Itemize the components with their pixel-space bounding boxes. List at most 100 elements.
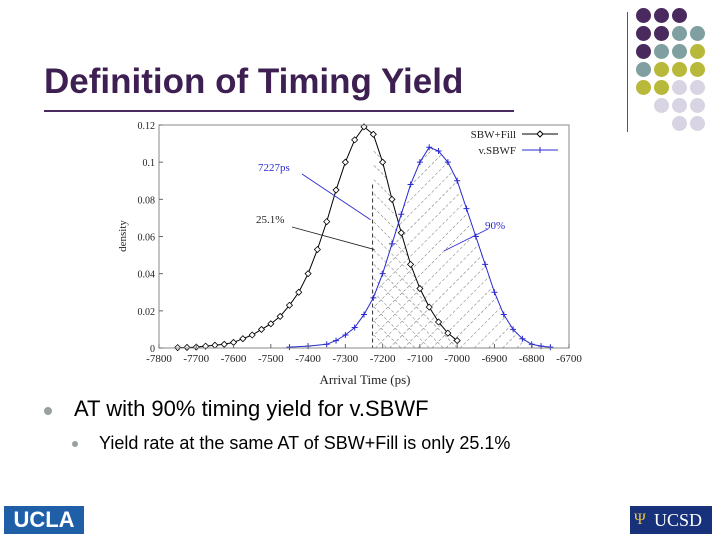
data-point [425,303,433,311]
x-tick-label: -7500 [258,353,284,365]
data-point [351,136,359,144]
decor-dot [672,26,687,41]
x-axis-label: Arrival Time (ps) [320,372,411,387]
data-point [435,148,442,155]
data-point [416,284,424,293]
data-point [369,130,377,138]
bullet-text-2: Yield rate at the same AT of SBW+Fill is… [99,433,511,453]
data-point [295,288,303,296]
data-point [519,335,526,342]
x-tick-label: -6800 [519,353,545,365]
decor-vertical-rule [627,12,628,132]
data-point [491,289,498,296]
decor-dot [636,62,651,77]
decor-dot [654,62,669,77]
decor-dot [654,26,669,41]
decor-dot [654,8,669,23]
data-point [248,331,256,339]
data-point [323,341,330,348]
data-point [388,195,396,203]
legend-marker [536,130,544,138]
data-point [202,342,210,350]
decor-dot [672,80,687,95]
data-point [510,326,517,333]
data-point [370,294,377,301]
data-point [211,341,219,349]
data-point [360,123,368,131]
data-point [341,158,349,166]
data-point [286,344,293,351]
decor-dot [636,80,651,95]
annotation-25pct: 25.1% [256,214,284,226]
slide-title: Definition of Timing Yield [44,62,464,101]
legend-label: v.SBWF [479,145,517,157]
data-point [276,312,284,320]
data-point [416,159,423,166]
x-tick-label: -7200 [370,353,396,365]
y-tick-label: 0 [150,344,155,355]
decor-dot [690,62,705,77]
y-axis-label: density [117,220,129,252]
decor-dot [654,98,669,113]
decor-dot [672,8,687,23]
y-tick-label: 0.04 [138,270,156,281]
x-tick-label: -7700 [183,353,209,365]
hatched-area-sbwfill [373,134,458,348]
data-point [313,245,321,254]
annotation-7227ps: 7227ps [258,162,290,174]
data-point [547,344,554,351]
y-tick-label: 0.08 [138,195,156,206]
x-tick-label: -6700 [556,353,582,365]
data-point [304,270,312,278]
density-chart: -7800 -7700 -7600 -7500 -7400 -7300 -7200 -7100… [117,121,582,387]
decor-dot [654,44,669,59]
data-point [332,186,340,194]
trident-icon: Ψ [634,511,646,528]
x-tick-label: -6900 [482,353,508,365]
decor-dot [636,44,651,59]
annotation-leader [443,228,489,252]
data-point [342,331,349,338]
data-point [444,159,451,166]
data-point [239,335,247,343]
data-point [407,260,415,268]
data-point [453,337,461,345]
annotation-leader [301,173,371,221]
data-point [500,311,507,318]
bullet-text-1: AT with 90% timing yield for v.SBWF [74,396,429,421]
decor-dot [690,98,705,113]
x-tick-label: -7000 [444,353,470,365]
y-tick-label: 0.1 [143,158,156,169]
x-tick-label: -7600 [221,353,247,365]
data-point [398,211,405,218]
x-tick-label: -7100 [407,353,433,365]
x-tick-label: -7800 [146,353,172,365]
decor-dot [672,98,687,113]
data-point [379,270,386,277]
ucsd-logo-text: UCSD [654,510,703,530]
bullet-marker-2 [72,441,78,447]
data-point [379,158,387,166]
data-point [285,301,294,309]
data-point [463,205,470,212]
y-tick-label: 0.12 [138,121,156,132]
data-point [397,229,405,237]
annotation-90pct: 90% [485,220,505,232]
legend-label: SBW+Fill [471,129,516,141]
data-point [257,325,266,333]
data-point [482,261,489,268]
decor-dot [672,116,687,131]
ucla-logo: UCLA [4,506,84,534]
data-point [351,324,358,331]
data-point [388,240,395,247]
data-point [444,329,452,337]
legend-marker [537,147,543,153]
data-point [183,343,191,352]
decor-dot [636,8,651,23]
decor-dot [672,62,687,77]
decor-dot [690,44,705,59]
data-point [220,340,228,348]
y-tick-label: 0.06 [138,233,156,244]
data-point [323,218,331,226]
bullet-marker-1 [44,407,52,415]
